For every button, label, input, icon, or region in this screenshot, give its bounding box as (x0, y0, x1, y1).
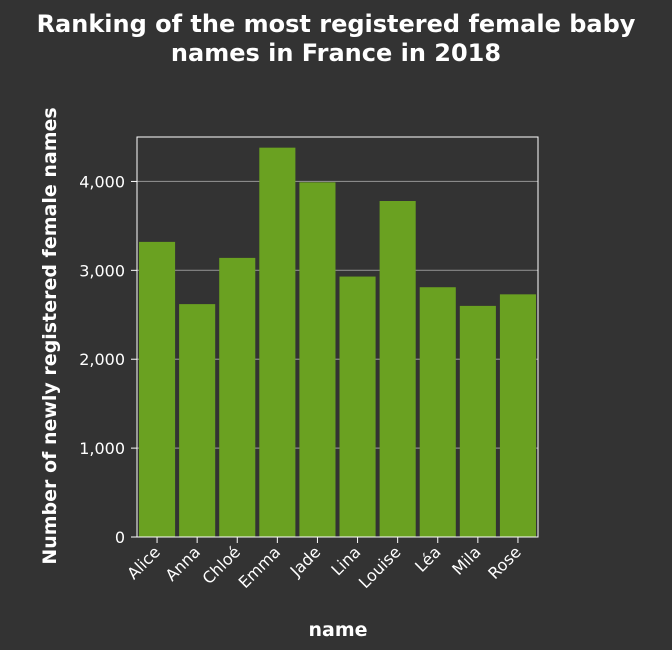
y-axis-title: Number of newly registered female names (39, 107, 61, 564)
x-axis-title: name (308, 619, 367, 641)
bar (379, 201, 416, 537)
y-tick-label: 1,000 (79, 439, 125, 458)
y-tick-label: 3,000 (79, 261, 125, 280)
chart-title-line-1: Ranking of the most registered female ba… (37, 10, 636, 38)
bar (339, 276, 376, 537)
x-tick-label: Louise (355, 542, 405, 592)
x-tick-label: Alice (123, 542, 164, 583)
x-tick-label: Mila (448, 542, 484, 578)
bar (419, 287, 456, 537)
y-axis-ticks: 0 1,000 2,000 3,000 4,000 (79, 172, 137, 547)
bars (139, 147, 536, 538)
x-tick-label: Anna (162, 542, 204, 584)
x-tick-label: Jade (286, 542, 325, 581)
y-tick-label: 0 (115, 528, 125, 547)
y-tick-label: 2,000 (79, 350, 125, 369)
bar (299, 182, 336, 538)
bar (459, 305, 496, 537)
bar (259, 147, 296, 537)
bar (179, 304, 216, 537)
chart-title-line-2: names in France in 2018 (171, 39, 501, 67)
bar (499, 294, 536, 537)
bar (219, 257, 256, 537)
y-tick-label: 4,000 (79, 172, 125, 191)
bar (139, 241, 176, 537)
x-tick-label: Léa (411, 542, 444, 575)
plot-frame (136, 136, 539, 538)
x-tick-label: Rose (484, 542, 525, 583)
x-tick-label: Emma (235, 542, 285, 592)
